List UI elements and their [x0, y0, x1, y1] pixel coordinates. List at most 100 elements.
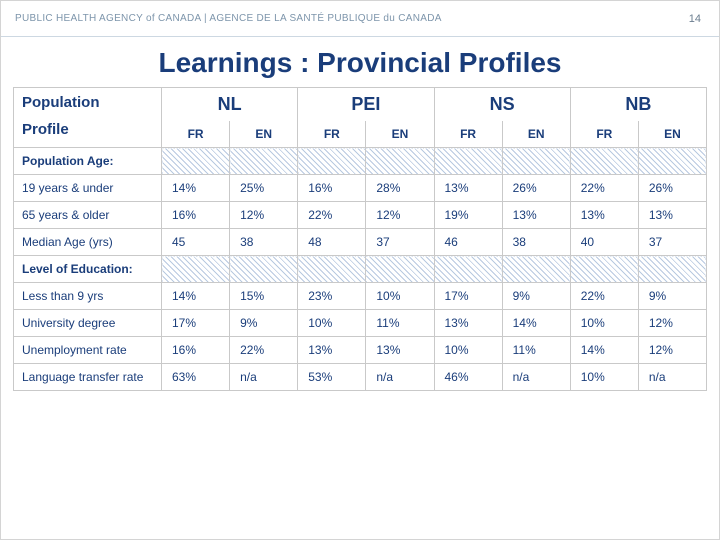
table-head: Population NL PEI NS NB Profile FR EN FR…	[14, 88, 707, 148]
data-row: Language transfer rate63%n/a53%n/a46%n/a…	[14, 364, 707, 391]
data-cell: 16%	[298, 175, 366, 202]
data-cell: 22%	[230, 337, 298, 364]
data-cell: 10%	[570, 310, 638, 337]
data-cell: 9%	[230, 310, 298, 337]
data-cell	[570, 256, 638, 283]
data-cell: 10%	[570, 364, 638, 391]
corner-label-b: Profile	[14, 121, 162, 148]
data-cell: 12%	[230, 202, 298, 229]
data-cell	[570, 148, 638, 175]
data-cell: 11%	[366, 310, 434, 337]
data-cell: 16%	[162, 202, 230, 229]
data-row: 65 years & older16%12%22%12%19%13%13%13%	[14, 202, 707, 229]
data-cell: n/a	[638, 364, 706, 391]
data-cell: 23%	[298, 283, 366, 310]
data-cell	[502, 256, 570, 283]
data-cell: 22%	[570, 175, 638, 202]
data-cell: 10%	[366, 283, 434, 310]
data-cell: 40	[570, 229, 638, 256]
data-cell: 28%	[366, 175, 434, 202]
data-cell: 45	[162, 229, 230, 256]
data-cell: n/a	[366, 364, 434, 391]
data-cell	[162, 148, 230, 175]
data-cell: 12%	[366, 202, 434, 229]
subhead: EN	[366, 121, 434, 148]
data-cell	[230, 256, 298, 283]
data-cell: 13%	[502, 202, 570, 229]
data-cell	[434, 148, 502, 175]
data-cell: 14%	[502, 310, 570, 337]
data-cell: 10%	[298, 310, 366, 337]
data-cell	[366, 256, 434, 283]
row-label: University degree	[14, 310, 162, 337]
data-cell: 14%	[162, 175, 230, 202]
data-cell	[434, 256, 502, 283]
data-cell: 22%	[298, 202, 366, 229]
data-cell: 14%	[570, 337, 638, 364]
section-row: Level of Education:	[14, 256, 707, 283]
data-cell: 46	[434, 229, 502, 256]
data-cell: 9%	[502, 283, 570, 310]
data-cell	[366, 148, 434, 175]
slide: PUBLIC HEALTH AGENCY of CANADA | AGENCE …	[0, 0, 720, 540]
data-cell: 22%	[570, 283, 638, 310]
subhead: EN	[638, 121, 706, 148]
data-cell: 16%	[162, 337, 230, 364]
data-cell: 26%	[638, 175, 706, 202]
data-cell: 13%	[366, 337, 434, 364]
data-row: University degree17%9%10%11%13%14%10%12%	[14, 310, 707, 337]
row-label: Level of Education:	[14, 256, 162, 283]
data-cell	[298, 148, 366, 175]
data-cell	[298, 256, 366, 283]
row-label: Language transfer rate	[14, 364, 162, 391]
data-cell: 37	[366, 229, 434, 256]
data-cell: n/a	[230, 364, 298, 391]
data-cell: 13%	[638, 202, 706, 229]
data-cell: 12%	[638, 310, 706, 337]
data-cell: 38	[502, 229, 570, 256]
data-cell: 63%	[162, 364, 230, 391]
data-cell: 9%	[638, 283, 706, 310]
subhead: EN	[502, 121, 570, 148]
data-cell: 38	[230, 229, 298, 256]
data-cell: 14%	[162, 283, 230, 310]
subhead: FR	[434, 121, 502, 148]
corner-label-a: Population	[14, 88, 162, 122]
data-cell: 26%	[502, 175, 570, 202]
data-cell: 13%	[434, 310, 502, 337]
province-head: PEI	[298, 88, 434, 122]
row-label: Median Age (yrs)	[14, 229, 162, 256]
data-cell	[230, 148, 298, 175]
data-cell: 12%	[638, 337, 706, 364]
header-bar: PUBLIC HEALTH AGENCY of CANADA | AGENCE …	[1, 1, 719, 37]
data-cell: n/a	[502, 364, 570, 391]
slide-title: Learnings : Provincial Profiles	[1, 37, 719, 87]
data-cell: 13%	[570, 202, 638, 229]
data-row: Median Age (yrs)4538483746384037	[14, 229, 707, 256]
data-cell: 10%	[434, 337, 502, 364]
data-cell: 13%	[298, 337, 366, 364]
row-label: 65 years & older	[14, 202, 162, 229]
subhead: FR	[570, 121, 638, 148]
data-cell: 19%	[434, 202, 502, 229]
row-label: Unemployment rate	[14, 337, 162, 364]
data-cell	[502, 148, 570, 175]
data-row: Unemployment rate16%22%13%13%10%11%14%12…	[14, 337, 707, 364]
data-cell: 13%	[434, 175, 502, 202]
table-wrapper: Population NL PEI NS NB Profile FR EN FR…	[1, 87, 719, 539]
data-cell: 11%	[502, 337, 570, 364]
agency-name: PUBLIC HEALTH AGENCY of CANADA | AGENCE …	[15, 13, 442, 24]
data-cell	[638, 256, 706, 283]
profiles-table: Population NL PEI NS NB Profile FR EN FR…	[13, 87, 707, 391]
row-label: Less than 9 yrs	[14, 283, 162, 310]
data-cell: 48	[298, 229, 366, 256]
province-head: NS	[434, 88, 570, 122]
page-number: 14	[689, 13, 701, 25]
data-cell	[162, 256, 230, 283]
data-cell: 25%	[230, 175, 298, 202]
row-label: 19 years & under	[14, 175, 162, 202]
data-cell: 17%	[162, 310, 230, 337]
province-head: NB	[570, 88, 706, 122]
data-cell	[638, 148, 706, 175]
province-head: NL	[162, 88, 298, 122]
